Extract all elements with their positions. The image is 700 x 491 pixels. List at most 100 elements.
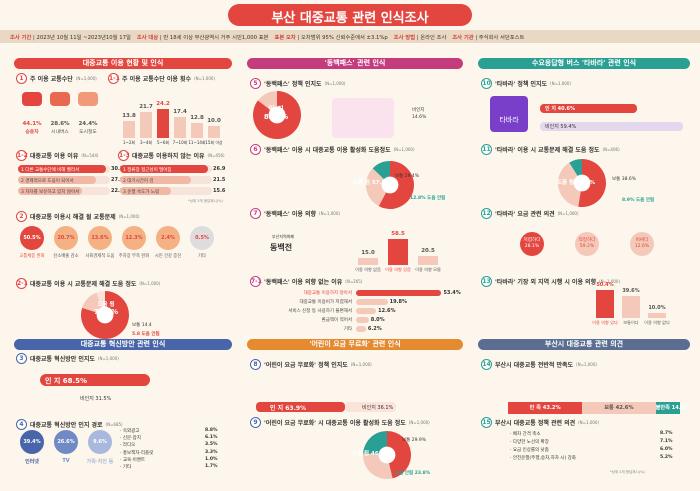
- question-number: 13: [481, 276, 492, 287]
- bar-label: 5~6회: [156, 140, 170, 145]
- title-banner: [228, 4, 472, 26]
- channel-item: · 홍보책자·리플릿: [120, 450, 154, 456]
- question-q5: 5 '동백패스' 정책 인지도 (N=1,000): [250, 78, 345, 89]
- slice-label: 도움 됨: [97, 302, 115, 308]
- aware-value: 85.4%: [263, 113, 289, 121]
- meta-item: 표본 오차 | 오차범위 95% 신뢰수준에서 ±3.1%p: [274, 33, 387, 41]
- question-title: 대중교통 이용 시 교통문제 해결 도움 정도: [30, 281, 137, 288]
- slice-value: 도움 됨 46.3%: [352, 451, 391, 457]
- bar-value: 21.7: [139, 103, 153, 110]
- sample-size: (N=265): [345, 279, 363, 284]
- question-q7: 7 '동백패스' 이용 의향 (N=1,000): [250, 208, 340, 219]
- opinion-circle: 비싸다 12.6%: [630, 232, 654, 256]
- mode-label: 시내버스: [51, 130, 69, 135]
- mode-label: 승용차: [25, 130, 39, 135]
- question-number: 5: [250, 78, 261, 89]
- bar-value: 24.2: [156, 100, 170, 107]
- question-number: 11: [481, 144, 492, 155]
- rank-bar: [18, 176, 96, 184]
- issue-label: 시민 건강 증진: [154, 254, 182, 259]
- bar-value: 20.5: [421, 247, 435, 254]
- sample-size: (N=1,000): [118, 214, 140, 219]
- sample-size: (N=456): [207, 153, 225, 158]
- question-title: 대중교통 이용하지 않는 이유: [132, 153, 205, 160]
- section-6: 부산시 대중교통 관련 의견: [478, 339, 690, 350]
- question-title: '어린이 요금 무료화' 시 대중교통 이용 활성화 도움 정도: [264, 420, 406, 427]
- channel-label: 인터넷: [25, 459, 39, 465]
- question-title: '어린이 요금 무료화' 정책 인지도: [264, 362, 348, 369]
- aware-value: 인 지 63.9%: [270, 405, 307, 412]
- question-number: 3: [16, 353, 27, 364]
- question-title: 부산시 대중교통 전반적 만족도: [495, 362, 574, 369]
- pie-slice: [558, 162, 582, 207]
- question-title: '동백패스' 정책 인지도: [264, 81, 322, 88]
- question-q11: 11 '타바라' 이용 시 교통문제 해결 도움 정도 (N=406): [481, 144, 620, 155]
- meta-key: 조사 기간: [10, 34, 32, 41]
- survey-meta: 조사 기간 | 2023년 10월 11일 ~2023년10월 17일 조사 대상…: [0, 30, 700, 43]
- question-number: 12: [481, 208, 492, 219]
- rank-label: 1 다른 교통수단에 비해 빨라서: [21, 167, 80, 173]
- bar-value: 17.4: [173, 109, 187, 116]
- question-title: 대중교통 혁신방안 인지도: [30, 356, 95, 363]
- taba-logo: 타바라: [490, 96, 528, 132]
- aware-value: 인 지 68.5%: [45, 377, 88, 385]
- sample-size: (N=1,000): [75, 76, 97, 81]
- reason-value: 6.2%: [367, 325, 382, 332]
- bar-label: 11~14회: [188, 140, 206, 145]
- policy-item: · 요금 인상률의 낮춤: [510, 448, 549, 453]
- reason-value: 53.4%: [443, 289, 461, 296]
- meta-key: 조사 기관: [452, 34, 474, 41]
- question-number: 8: [250, 359, 261, 370]
- mode-value: 24.4%: [78, 121, 98, 127]
- unaware-bar: [540, 122, 683, 131]
- channel-circle: 9.6%: [88, 430, 112, 454]
- sample-size: (N=1,000): [324, 81, 346, 86]
- question-q21: 2-1 대중교통 이용 시 교통문제 해결 도움 정도 (N=1,000): [16, 278, 160, 289]
- channel-circle: 26.6%: [54, 430, 78, 454]
- pie-slice: [363, 431, 387, 455]
- reason-label: 대중교통 이용하지 않아서: [303, 291, 352, 296]
- rank-label: 3 운행 속도가 느림: [123, 189, 160, 195]
- slice-label: 5.8 도움 안됨: [132, 332, 160, 337]
- reason-value: 12.6%: [378, 307, 396, 314]
- unaware-label: 비인지: [412, 108, 425, 113]
- channel-item: · 교육·이벤트: [120, 457, 145, 463]
- pie-slice: [578, 159, 606, 207]
- rank-bar: [18, 165, 107, 173]
- question-q15: 15 부산시 대중교통 정책 관련 의견 (N=1,000): [481, 417, 599, 428]
- sample-size: (N=685): [105, 422, 123, 427]
- bar-label: 이용 의향 있음: [385, 267, 411, 272]
- aware-bar: [256, 402, 346, 412]
- rank-value: 30.7: [111, 166, 124, 172]
- section-4: 대중교통 혁신방안 관련 인식: [14, 339, 232, 350]
- bar-label: 이용 의향 없음: [355, 267, 381, 272]
- sample-size: (N=1,000): [578, 420, 600, 425]
- bar-label: 1~2회: [122, 140, 136, 145]
- meta-item: 조사 기관 | 주식회사 서던포스트: [452, 33, 524, 41]
- issue-circle: 0.5%: [190, 226, 214, 250]
- bar: [622, 296, 640, 318]
- opinion-circle: 저렴하다 28.1%: [520, 232, 544, 256]
- note: *상위 3개 응답제시(%): [188, 199, 223, 203]
- brand-sub: 부산지역화폐: [272, 234, 295, 239]
- sat-value: 보통 42.6%: [604, 405, 634, 411]
- bar-label: 15회 이상: [205, 140, 223, 145]
- sample-size: (N=406): [602, 147, 620, 152]
- slice-label: 8.9% 도움 안됨: [622, 198, 655, 203]
- page-title: 부산 대중교통 관련 인식조사: [271, 11, 429, 26]
- question-number: 1: [16, 73, 27, 84]
- question-title: '타바라' 요금 관련 의견: [495, 211, 555, 218]
- issue-label: 교통체증 완화: [19, 254, 45, 259]
- bar-label: 이용 의향 없다: [644, 320, 670, 325]
- question-q12: 1-2 대중교통 이용 이유 (N=544): [16, 150, 98, 161]
- slice-label: 도움 안됨 23.8%: [395, 471, 431, 476]
- mode-label: 도시철도: [79, 130, 97, 135]
- issue-circle: 13.6%: [88, 226, 112, 250]
- channel-label: TV: [62, 458, 70, 464]
- channel-item: · 라디오: [120, 443, 136, 449]
- section-1: 대중교통 이용 현황 및 인식: [14, 58, 232, 69]
- channel-value: 1.0%: [205, 456, 218, 462]
- slice-value: 79.8%: [93, 308, 119, 316]
- channel-circle: 39.4%: [20, 430, 44, 454]
- question-title: '타바라' 기장 외 지역 시행 시 이용 의향: [495, 279, 597, 286]
